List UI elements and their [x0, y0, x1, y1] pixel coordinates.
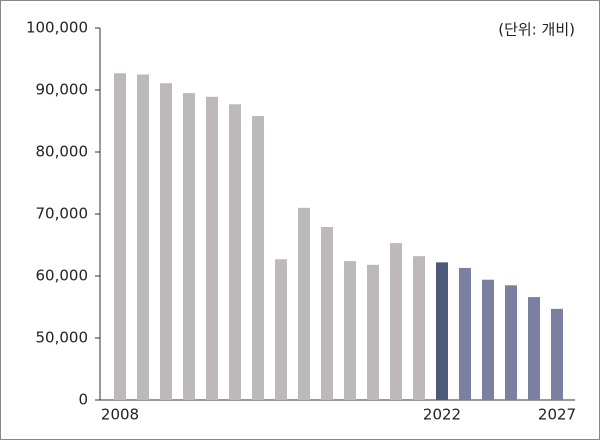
bar: [114, 73, 126, 400]
bar: [275, 259, 287, 400]
y-tick-label: 60,000: [36, 267, 89, 285]
bar: [390, 243, 402, 400]
bar: [229, 104, 241, 400]
bar: [206, 96, 218, 400]
bar: [528, 297, 540, 400]
bar: [436, 262, 448, 400]
x-tick-label: 2027: [538, 406, 576, 424]
y-tick-label: 80,000: [36, 143, 89, 161]
bar: [183, 93, 195, 400]
bar: [459, 267, 471, 400]
bar: [551, 308, 563, 400]
y-tick-label: 90,000: [36, 81, 89, 99]
x-tick-label: 2008: [101, 406, 139, 424]
bar: [298, 207, 310, 400]
bar: [344, 261, 356, 400]
unit-note: (단위: 개비): [498, 21, 575, 39]
y-tick-label: 70,000: [36, 205, 89, 223]
y-tick-label: 100,000: [26, 19, 88, 37]
x-tick-label: 2022: [423, 406, 461, 424]
bar: [413, 256, 425, 400]
bar: [252, 116, 264, 400]
bar: [505, 285, 517, 400]
y-tick-label: 0: [78, 391, 88, 409]
bar: [321, 227, 333, 400]
bar: [137, 74, 149, 400]
bar: [367, 264, 379, 400]
bar: [160, 83, 172, 401]
bar: [482, 279, 494, 400]
y-tick-label: 50,000: [36, 329, 89, 347]
